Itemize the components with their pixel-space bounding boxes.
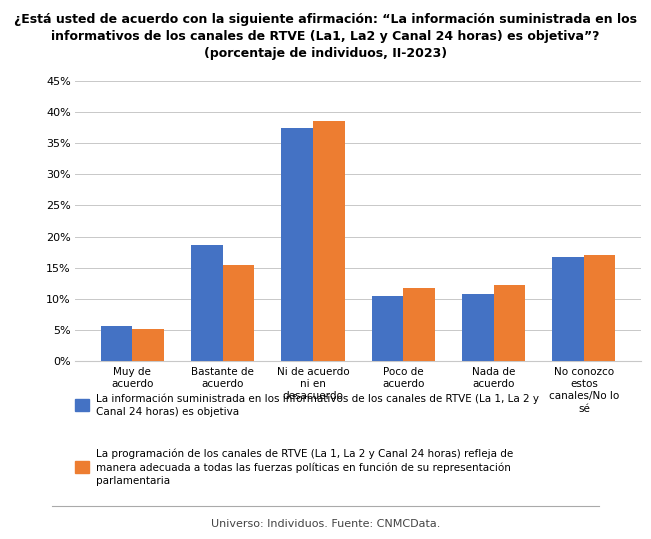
Bar	[462, 294, 493, 361]
Bar	[132, 329, 164, 361]
Text: La información suministrada en los informativos de los canales de RTVE (La 1, La: La información suministrada en los infor…	[96, 393, 539, 417]
Bar	[191, 245, 223, 361]
Bar	[281, 128, 313, 361]
Bar	[223, 265, 254, 361]
Bar	[403, 288, 435, 361]
Text: La programación de los canales de RTVE (La 1, La 2 y Canal 24 horas) refleja de
: La programación de los canales de RTVE (…	[96, 448, 514, 486]
Bar	[372, 296, 403, 361]
Bar	[552, 257, 584, 361]
Text: Universo: Individuos. Fuente: CNMCData.: Universo: Individuos. Fuente: CNMCData.	[211, 519, 440, 529]
Bar	[101, 326, 132, 361]
Bar	[313, 121, 344, 361]
Text: ¿Está usted de acuerdo con la siguiente afirmación: “La información suministrada: ¿Está usted de acuerdo con la siguiente …	[14, 13, 637, 60]
Bar	[584, 255, 615, 361]
Bar	[493, 285, 525, 361]
